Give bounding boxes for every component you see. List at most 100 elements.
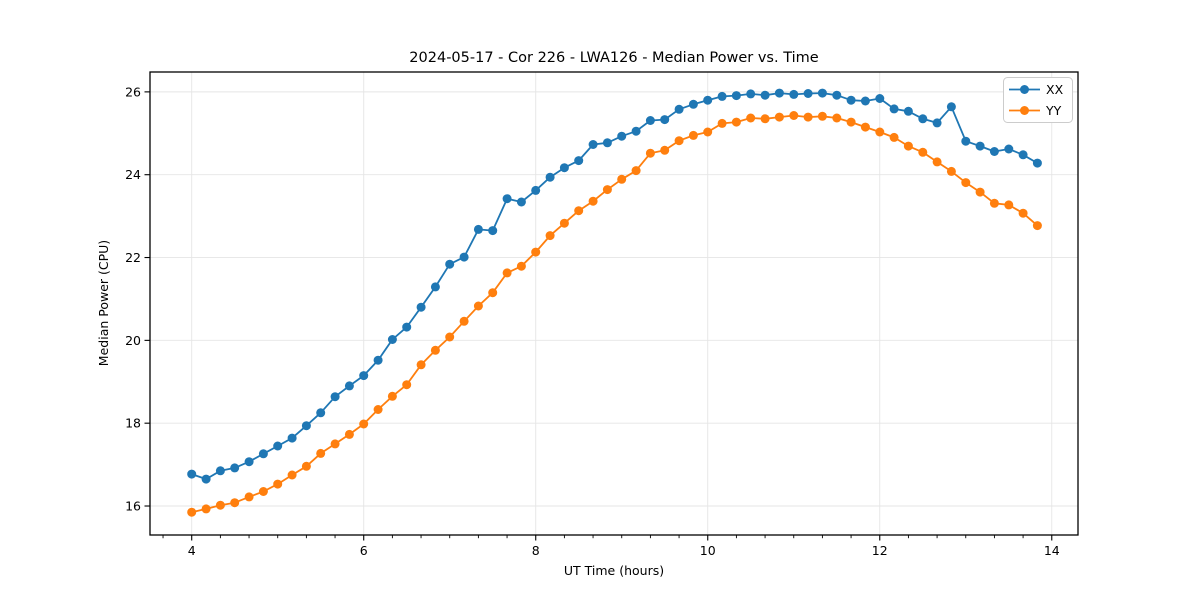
data-point-marker	[789, 89, 799, 99]
data-point-marker	[961, 178, 971, 188]
data-point-marker	[187, 469, 197, 479]
data-point-marker	[602, 138, 612, 148]
data-point-marker	[258, 487, 268, 496]
data-point-marker	[473, 224, 483, 234]
data-point-marker	[660, 145, 670, 155]
data-point-marker	[201, 474, 211, 484]
data-point-marker	[344, 429, 354, 439]
data-point-marker	[817, 88, 827, 98]
data-point-marker	[588, 196, 598, 206]
data-point-marker	[330, 439, 340, 449]
y-tick-label: 16	[125, 499, 141, 514]
y-tick-label: 24	[125, 167, 141, 182]
data-point-marker	[832, 113, 842, 123]
x-tick-label: 6	[360, 543, 368, 558]
data-point-marker	[631, 126, 641, 136]
data-point-marker	[860, 122, 870, 132]
data-point-marker	[932, 157, 942, 167]
data-point-marker	[488, 288, 498, 298]
data-point-marker	[875, 127, 885, 137]
data-point-marker	[459, 316, 469, 326]
data-point-marker	[416, 302, 426, 312]
data-point-marker	[989, 147, 999, 156]
data-point-marker	[244, 492, 254, 502]
data-point-marker	[273, 441, 283, 451]
y-tick-label: 20	[125, 333, 141, 348]
data-point-marker	[875, 94, 885, 103]
data-point-marker	[215, 500, 225, 510]
data-point-marker	[387, 335, 397, 344]
data-point-marker	[1032, 158, 1042, 168]
data-point-marker	[645, 148, 655, 158]
data-point-marker	[717, 118, 727, 128]
data-point-marker	[617, 131, 627, 141]
data-point-marker	[301, 421, 311, 431]
plot-border	[149, 71, 1079, 536]
data-point-marker	[1004, 144, 1014, 154]
data-point-marker	[731, 91, 741, 101]
data-point-marker	[946, 166, 956, 176]
axis-ticks: 4 6 8 10 12 14 16 18 20 22 24 26	[125, 84, 1060, 558]
data-point-marker	[660, 115, 670, 125]
data-point-marker	[860, 96, 870, 106]
data-point-marker	[201, 504, 211, 514]
data-point-marker	[373, 405, 383, 414]
data-point-marker	[373, 355, 383, 365]
x-tick-label: 12	[872, 543, 888, 558]
data-point-marker	[359, 371, 369, 381]
data-point-marker	[846, 95, 856, 105]
y-tick-label: 26	[125, 84, 141, 99]
data-point-marker	[1018, 208, 1028, 218]
data-point-marker	[559, 163, 569, 173]
y-axis-label: Median Power (CPU)	[96, 240, 111, 366]
data-point-marker	[344, 381, 354, 391]
data-point-marker	[688, 130, 698, 140]
data-point-marker	[803, 112, 813, 122]
data-point-marker	[244, 457, 254, 467]
data-point-marker	[387, 391, 397, 401]
data-point-marker	[287, 470, 297, 480]
data-point-marker	[989, 198, 999, 208]
series-YY	[187, 111, 1042, 517]
data-point-marker	[946, 102, 956, 112]
data-point-marker	[1018, 150, 1028, 160]
data-point-marker	[502, 194, 512, 204]
legend-label-yy: YY	[1045, 103, 1062, 118]
data-point-marker	[187, 507, 197, 517]
chart-title: 2024-05-17 - Cor 226 - LWA126 - Median P…	[409, 50, 818, 66]
data-series	[187, 88, 1042, 517]
data-point-marker	[502, 268, 512, 278]
data-point-marker	[545, 231, 555, 241]
data-point-marker	[774, 88, 784, 98]
data-point-marker	[774, 112, 784, 122]
data-point-marker	[473, 301, 483, 311]
data-point-marker	[287, 433, 297, 443]
data-point-marker	[588, 140, 598, 149]
data-point-marker	[674, 104, 684, 114]
data-point-marker	[832, 90, 842, 100]
series-XX-line	[191, 92, 1038, 481]
data-point-marker	[731, 117, 741, 127]
data-point-marker	[760, 90, 770, 100]
y-tick-label: 22	[125, 250, 141, 265]
data-point-marker	[258, 449, 268, 459]
data-point-marker	[574, 206, 584, 216]
data-point-marker	[631, 166, 641, 176]
data-point-marker	[316, 408, 326, 418]
x-tick-label: 14	[1044, 543, 1060, 558]
x-tick-label: 4	[188, 543, 196, 558]
data-point-marker	[416, 360, 426, 370]
data-point-marker	[359, 419, 369, 429]
data-point-marker	[645, 116, 655, 125]
data-point-marker	[545, 172, 555, 182]
data-point-marker	[918, 114, 928, 124]
data-point-marker	[703, 95, 713, 105]
data-point-marker	[817, 111, 827, 121]
data-point-marker	[674, 136, 684, 146]
data-point-marker	[918, 147, 928, 157]
data-point-marker	[301, 461, 311, 471]
legend-label-xx: XX	[1046, 82, 1064, 97]
data-point-marker	[402, 322, 412, 332]
data-point-marker	[975, 187, 985, 197]
